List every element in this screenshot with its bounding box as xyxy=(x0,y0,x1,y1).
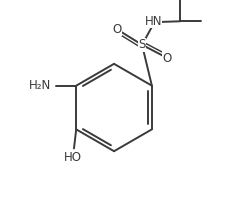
Text: O: O xyxy=(113,23,122,36)
Text: S: S xyxy=(138,38,146,51)
Text: H₂N: H₂N xyxy=(29,79,52,92)
Text: HO: HO xyxy=(64,151,82,164)
Text: HN: HN xyxy=(144,15,162,28)
Text: O: O xyxy=(163,52,172,65)
